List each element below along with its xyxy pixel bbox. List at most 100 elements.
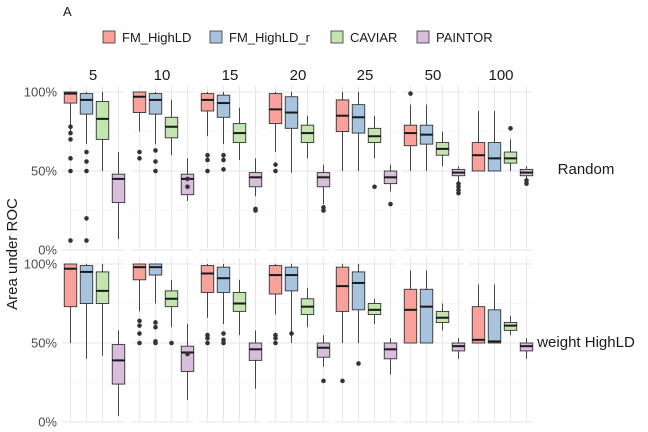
outlier-point [205,168,210,174]
box [403,288,418,344]
legend-label: FM_HighLD [122,30,191,45]
outlier-point [456,187,461,193]
facet-panel [402,258,466,423]
y-tick-label: 100% [24,85,58,100]
facet-panels [62,86,534,423]
column-strip-label: 25 [357,67,374,84]
outlier-point [68,130,73,136]
box [148,263,163,276]
outlier-point [205,335,210,341]
outlier-point [205,152,210,158]
legend-swatch [416,30,430,44]
outlier-point [68,168,73,174]
outlier-point [221,152,226,158]
outlier-point [205,340,210,346]
outlier-point [68,156,73,161]
outlier-point [221,331,226,336]
y-tick-label: 100% [24,257,58,272]
outlier-point [289,331,294,336]
outlier-point [185,184,190,190]
outlier-point [388,201,393,207]
box [335,266,350,312]
legend-label: CAVIAR [350,30,397,45]
legend-swatch [102,30,116,44]
outlier-point [321,208,326,213]
facet-panel [199,86,263,251]
column-strip-label: 50 [425,67,442,84]
outlier-point [68,124,73,130]
outlier-point [456,190,461,196]
outlier-point [137,340,142,346]
box [132,91,147,113]
box [487,309,502,344]
panel-label: A [63,4,72,19]
column-strip-label: 10 [154,67,171,84]
outlier-point [221,340,226,346]
outlier-point [84,238,89,243]
outlier-point [137,323,142,328]
y-tick-label: 50% [31,164,57,179]
box [248,172,263,188]
outlier-point [153,148,158,153]
box [284,266,299,292]
outlier-point [524,181,529,186]
box [79,93,94,115]
legend-label: PAINTOR [436,30,493,45]
outlier-point [321,205,326,210]
outlier-point [372,184,377,190]
box [95,101,110,140]
facet-panel [62,258,126,423]
box [111,344,126,385]
box [200,265,215,293]
box [351,104,366,134]
outlier-point [84,159,89,164]
row-strip-label: weight HighLD [536,334,635,351]
facet-panel [470,258,534,423]
outlier-point [205,157,210,163]
outlier-point [340,378,345,384]
outlier-point [253,208,258,213]
facet-panel [267,86,331,251]
outlier-point [137,318,142,324]
outlier-point [221,167,226,172]
legend-label: FM_HighLD_r [229,30,311,45]
box [268,265,283,295]
box [471,142,486,172]
box [216,94,231,118]
box [216,266,231,293]
outlier-point [221,337,226,343]
outlier-point [273,332,278,338]
outlier-point [408,91,413,96]
outlier-point [68,137,73,142]
box [487,142,502,172]
facet-panel [131,86,195,251]
outlier-point [321,378,326,384]
outlier-point [68,238,73,243]
outlier-point [84,168,89,174]
outlier-point [185,351,190,357]
row-strip-labels: Random weight HighLD [536,161,635,351]
outlier-point [273,168,278,174]
outlier-point [84,216,89,221]
box [316,172,331,188]
outlier-point [84,149,89,155]
outlier-point [273,162,278,167]
column-strip-label: 100 [488,67,513,84]
outlier-point [273,335,278,341]
outlier-point [153,320,158,325]
facet-panel [334,86,398,251]
facet-panel [470,86,534,251]
column-strip-label: 20 [290,67,307,84]
legend-swatch [209,30,223,44]
outlier-point [185,176,190,182]
box [79,265,94,304]
outlier-point [137,156,142,161]
y-tick-label: 50% [31,336,57,351]
y-tick-label: 0% [38,243,57,258]
facet-panel [334,258,398,423]
facet-panel [199,258,263,423]
column-strip-labels: 5 10 15 20 25 50 100 [89,67,514,84]
box [95,271,110,304]
y-tick-labels: 0%50%100%0%50%100% [24,85,58,430]
